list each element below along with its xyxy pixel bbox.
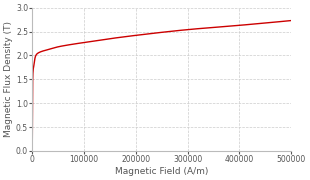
Y-axis label: Magnetic Flux Density (T): Magnetic Flux Density (T) bbox=[4, 21, 13, 137]
X-axis label: Magnetic Field (A/m): Magnetic Field (A/m) bbox=[115, 167, 208, 176]
